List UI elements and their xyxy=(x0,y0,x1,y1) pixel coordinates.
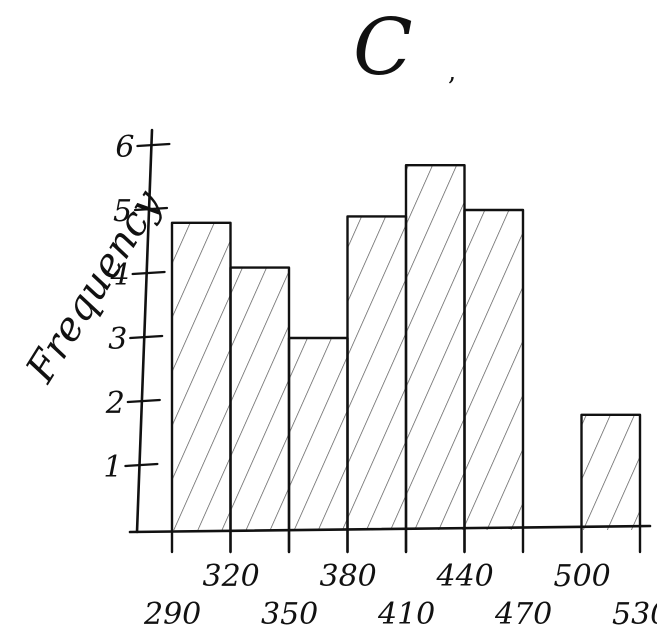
y-tick-label: 6 xyxy=(115,130,134,165)
x-tick-label: 320 xyxy=(203,559,260,594)
bar-outline xyxy=(580,413,642,554)
x-tick-label: 530 xyxy=(612,597,657,632)
y-tick-mark xyxy=(124,462,159,468)
x-tick-label: 410 xyxy=(377,597,435,632)
y-tick-mark xyxy=(129,334,164,340)
y-tick-mark xyxy=(126,398,161,404)
bar xyxy=(581,414,640,530)
y-tick-label: 2 xyxy=(105,386,125,421)
ticks-group: 1 2 3 4 5 6 290320350380410440470500530 xyxy=(103,130,657,632)
bar xyxy=(406,165,465,530)
y-tick-mark xyxy=(136,142,171,148)
bars-group xyxy=(170,164,642,554)
y-tick-mark xyxy=(131,270,166,276)
x-tick-label: 290 xyxy=(143,597,201,632)
bar xyxy=(230,267,289,530)
bar xyxy=(172,222,231,531)
bar xyxy=(347,216,406,530)
chart-title: C xyxy=(353,3,413,93)
x-tick-label: 350 xyxy=(261,597,318,632)
title-dot: , xyxy=(448,57,456,87)
x-axis-line xyxy=(128,524,652,534)
x-tick-label: 440 xyxy=(436,559,494,594)
bar xyxy=(289,338,348,530)
bar-outline xyxy=(463,208,525,554)
y-tick-mark xyxy=(133,206,169,212)
x-tick-label: 500 xyxy=(554,559,611,594)
bar xyxy=(464,210,523,530)
y-tick-label: 4 xyxy=(110,258,130,293)
y-tick-label: 5 xyxy=(113,194,132,229)
y-tick-label: 3 xyxy=(108,322,127,357)
x-tick-label: 470 xyxy=(494,597,552,632)
y-tick-label: 1 xyxy=(103,450,122,485)
x-tick-label: 380 xyxy=(320,559,377,594)
